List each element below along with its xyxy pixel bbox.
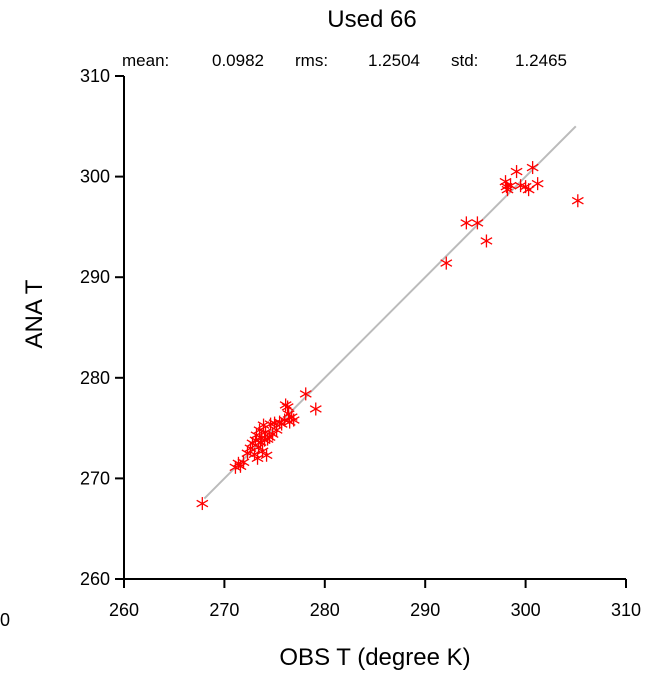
x-axis-label: OBS T (degree K) (279, 644, 470, 671)
data-point-asterisk (571, 194, 584, 208)
data-point-asterisk (196, 497, 209, 511)
std-label: std: (451, 51, 478, 70)
x-tick-label: 260 (109, 600, 139, 620)
data-point-asterisk (279, 398, 292, 412)
x-tick-label: 280 (310, 600, 340, 620)
edge-tick-label: 250 (0, 610, 10, 630)
y-axis-label: ANA T (21, 279, 48, 348)
chart-title: Used 66 (327, 6, 416, 33)
data-point-asterisk (526, 161, 539, 175)
y-tick-label: 260 (80, 569, 110, 589)
data-point-asterisk (287, 413, 300, 427)
data-point-asterisk (522, 183, 535, 197)
data-point-asterisk (531, 177, 544, 191)
stats-line: mean: 0.0982 rms: 1.2504 std: 1.2465 (122, 51, 567, 70)
data-point-asterisk (234, 459, 247, 473)
y-axis-ticks: 260 270 280 290 300 310 (80, 66, 124, 589)
data-point-asterisk (504, 179, 517, 193)
data-point-asterisk (460, 216, 473, 230)
y-tick-label: 300 (80, 167, 110, 187)
std-value: 1.2465 (515, 51, 567, 70)
y-tick-label: 310 (80, 66, 110, 86)
x-tick-label: 300 (511, 600, 541, 620)
x-tick-label: 290 (410, 600, 440, 620)
data-point-asterisk (309, 402, 322, 416)
data-point-asterisk (501, 183, 514, 197)
y-tick-label: 270 (80, 468, 110, 488)
data-point-asterisk (299, 387, 312, 401)
rms-label: rms: (295, 51, 328, 70)
data-point-asterisk (440, 256, 453, 270)
data-point-asterisk (275, 417, 288, 431)
data-point-asterisk (270, 423, 283, 437)
data-point-asterisk (471, 216, 484, 230)
x-tick-label: 310 (611, 600, 641, 620)
data-points (196, 161, 584, 511)
mean-label: mean: (122, 51, 169, 70)
x-axis-ticks: 260 270 280 290 300 310 (109, 579, 641, 620)
rms-value: 1.2504 (368, 51, 420, 70)
data-point-asterisk (480, 234, 493, 248)
y-tick-label: 290 (80, 267, 110, 287)
y-tick-label: 280 (80, 368, 110, 388)
data-point-asterisk (281, 400, 294, 414)
data-point-asterisk (261, 432, 274, 446)
data-point-asterisk (260, 448, 273, 462)
data-point-asterisk (510, 165, 523, 179)
mean-value: 0.0982 (212, 51, 264, 70)
data-point-asterisk (237, 455, 250, 469)
x-tick-label: 270 (209, 600, 239, 620)
